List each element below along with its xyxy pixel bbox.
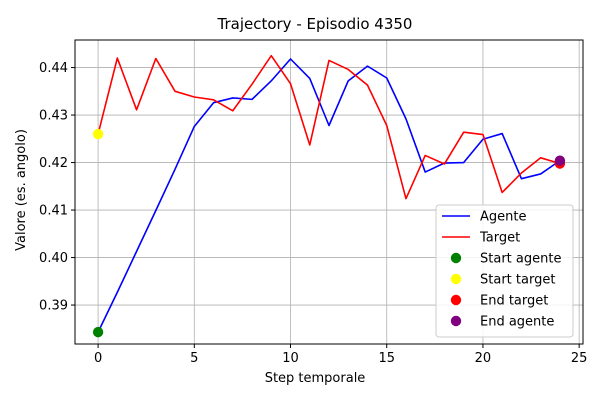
marker-start-target [92, 128, 104, 140]
y-axis-label: Valore (es. angolo) [14, 129, 29, 251]
legend-swatch-start-agente [450, 252, 462, 264]
x-tick-label: 10 [282, 351, 299, 366]
tick-layer: 0 5 10 15 20 25 0.39 0.40 0.41 0.42 0.43 0.44 [39, 61, 587, 366]
y-tick-label: 0.44 [39, 61, 68, 76]
marker-layer [92, 128, 566, 338]
legend-swatch-start-target [450, 273, 462, 285]
x-axis-label: Step temporale [265, 371, 366, 386]
legend-label-start-agente: Start agente [480, 252, 561, 267]
legend-box [435, 204, 574, 338]
y-tick-label: 0.43 [39, 109, 68, 124]
legend: Agente Target Start agente Start target End … [435, 204, 574, 338]
x-tick-label: 5 [190, 351, 198, 366]
legend-label-end-agente: End agente [480, 315, 554, 330]
series-line-agente [97, 58, 561, 333]
grid [75, 40, 583, 344]
y-tick-label: 0.42 [39, 156, 68, 171]
marker-end-agente [554, 155, 566, 166]
y-tick-label: 0.40 [39, 251, 68, 266]
legend-swatch-end-agente [450, 315, 462, 327]
y-tick-label: 0.41 [39, 204, 68, 219]
chart-title: Trajectory - Episodio 4350 [217, 15, 413, 33]
legend-label-start-target: Start target [480, 273, 555, 288]
y-tick-label: 0.39 [39, 299, 68, 314]
legend-label-agente: Agente [480, 210, 526, 225]
legend-label-end-target: End target [480, 294, 548, 309]
legend-swatch-end-target [450, 294, 462, 306]
x-tick-label: 15 [378, 351, 395, 366]
x-tick-label: 25 [571, 351, 588, 366]
marker-start-agente [92, 326, 104, 338]
x-tick-label: 0 [94, 351, 102, 366]
plot-frame [74, 39, 584, 345]
series-line-target [97, 54, 561, 200]
x-tick-label: 20 [475, 351, 492, 366]
legend-label-target: Target [479, 231, 520, 246]
series-layer [97, 54, 561, 333]
